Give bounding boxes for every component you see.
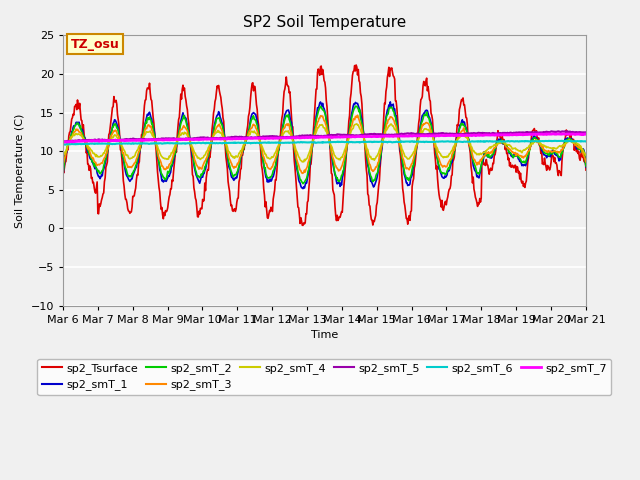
sp2_smT_4 [68,133,76,139]
sp2_smT_6 [59,142,67,147]
sp2_smT_7 [68,139,76,144]
sp2_smT_6 [404,139,412,144]
sp2_smT_1 [122,172,130,178]
sp2_smT_7 [558,131,566,137]
sp2_smT_3 [68,134,76,140]
sp2_smT_3 [354,112,362,118]
sp2_Tsurface [122,196,130,202]
sp2_smT_5 [61,139,69,144]
sp2_smT_7 [59,139,67,145]
sp2_smT_4 [175,133,183,139]
sp2_smT_5 [204,134,212,140]
sp2_smT_4 [353,121,361,127]
Line: sp2_smT_7: sp2_smT_7 [63,134,586,142]
sp2_smT_4 [582,152,590,158]
Line: sp2_smT_5: sp2_smT_5 [63,131,586,142]
sp2_smT_2 [404,178,412,183]
sp2_smT_2 [122,167,130,172]
sp2_smT_2 [351,103,359,109]
sp2_smT_5 [582,130,590,135]
sp2_smT_6 [558,138,566,144]
sp2_smT_4 [389,123,397,129]
sp2_Tsurface [68,115,76,120]
sp2_smT_3 [203,155,211,161]
sp2_smT_2 [68,130,76,135]
sp2_Tsurface [352,62,360,68]
sp2_smT_3 [389,117,397,122]
sp2_smT_6 [123,141,131,146]
sp2_smT_2 [389,108,397,114]
sp2_smT_7 [175,136,183,142]
sp2_smT_1 [68,129,76,134]
Legend: sp2_Tsurface, sp2_smT_1, sp2_smT_2, sp2_smT_3, sp2_smT_4, sp2_smT_5, sp2_smT_6, : sp2_Tsurface, sp2_smT_1, sp2_smT_2, sp2_… [37,359,611,395]
sp2_Tsurface [203,169,211,175]
sp2_Tsurface [389,73,397,79]
sp2_smT_5 [123,136,131,142]
Line: sp2_Tsurface: sp2_Tsurface [63,65,586,226]
Line: sp2_smT_2: sp2_smT_2 [63,106,586,184]
sp2_smT_1 [299,186,307,192]
sp2_smT_3 [298,170,306,176]
sp2_smT_4 [59,152,67,158]
sp2_smT_1 [582,164,590,170]
sp2_smT_2 [175,128,183,134]
sp2_smT_5 [69,138,77,144]
sp2_smT_4 [122,153,130,158]
sp2_smT_3 [59,161,67,167]
sp2_Tsurface [175,114,183,120]
Line: sp2_smT_1: sp2_smT_1 [63,102,586,189]
sp2_smT_3 [582,159,590,165]
sp2_Tsurface [299,223,307,228]
sp2_smT_1 [404,182,412,188]
Line: sp2_smT_4: sp2_smT_4 [63,124,586,162]
Text: TZ_osu: TZ_osu [71,37,120,50]
sp2_smT_6 [388,140,396,145]
sp2_smT_6 [176,141,184,146]
sp2_smT_5 [388,132,396,138]
sp2_smT_5 [59,138,67,144]
sp2_smT_2 [59,170,67,176]
Line: sp2_smT_6: sp2_smT_6 [63,141,586,144]
sp2_smT_2 [203,157,211,163]
sp2_smT_7 [403,133,411,139]
sp2_smT_1 [59,173,67,179]
sp2_smT_6 [204,140,212,146]
sp2_smT_5 [176,136,184,142]
sp2_smT_1 [387,99,394,105]
sp2_smT_7 [203,136,211,142]
Title: SP2 Soil Temperature: SP2 Soil Temperature [243,15,406,30]
sp2_smT_4 [404,156,412,162]
sp2_Tsurface [582,167,590,173]
sp2_smT_6 [69,141,77,147]
sp2_smT_5 [563,128,571,134]
sp2_Tsurface [59,167,67,172]
Line: sp2_smT_3: sp2_smT_3 [63,115,586,173]
sp2_smT_4 [298,159,306,165]
sp2_smT_7 [122,138,130,144]
Y-axis label: Soil Temperature (C): Soil Temperature (C) [15,113,25,228]
sp2_Tsurface [404,215,412,221]
X-axis label: Time: Time [311,330,338,340]
sp2_smT_2 [299,181,307,187]
sp2_smT_1 [389,101,397,107]
sp2_smT_2 [582,163,590,169]
sp2_smT_3 [175,132,183,138]
sp2_smT_3 [404,166,412,172]
sp2_smT_4 [203,148,211,154]
sp2_smT_7 [582,132,590,137]
sp2_smT_7 [388,133,396,139]
sp2_smT_6 [582,139,590,144]
sp2_smT_6 [61,142,69,147]
sp2_smT_5 [404,131,412,136]
sp2_smT_1 [203,159,211,165]
sp2_smT_1 [175,127,183,132]
sp2_smT_3 [122,160,130,166]
